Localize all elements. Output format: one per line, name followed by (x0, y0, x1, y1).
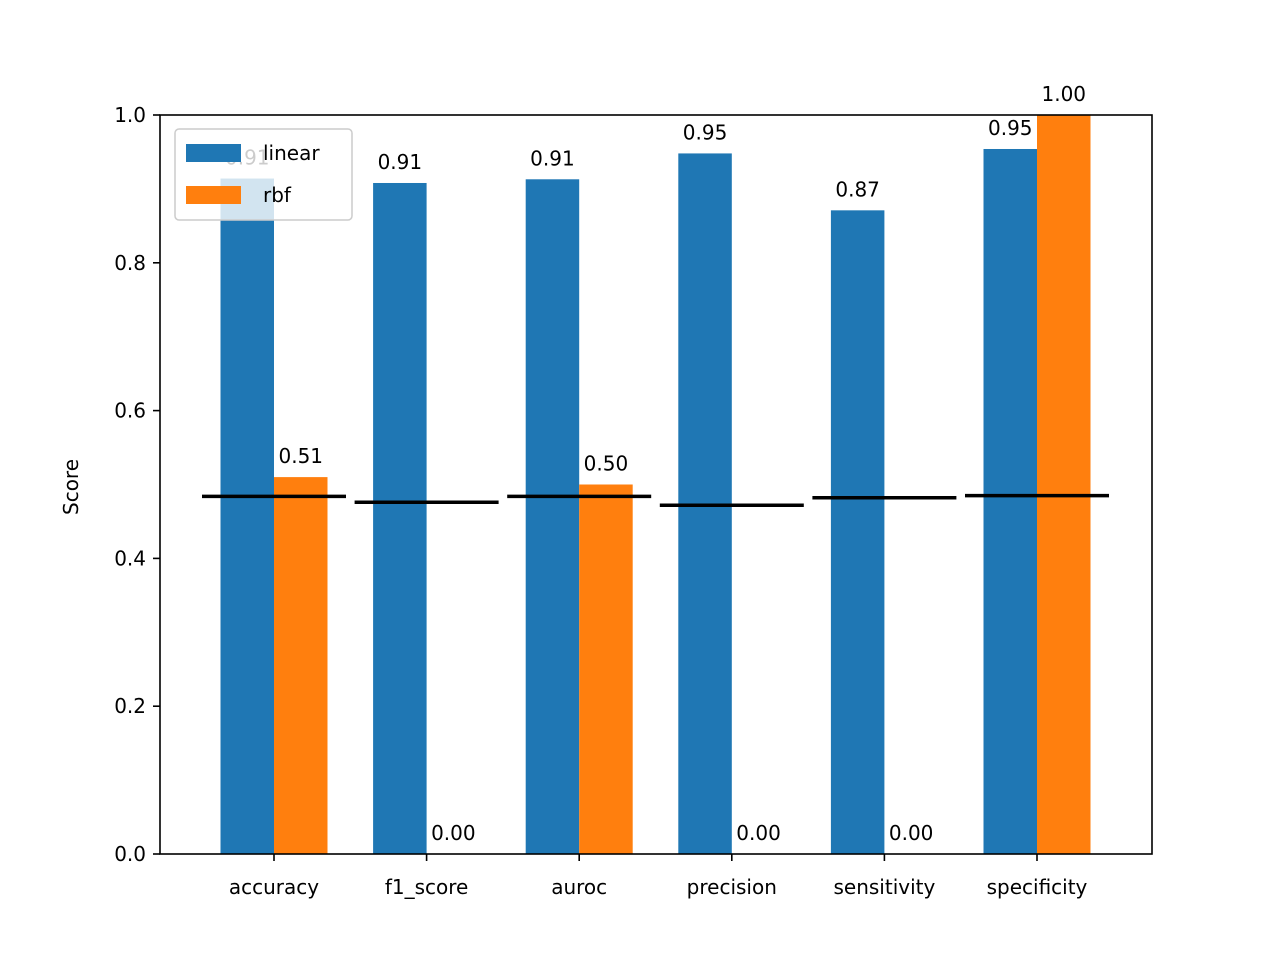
legend-label-linear: linear (263, 141, 320, 165)
legend-swatch-rbf (186, 186, 241, 204)
x-tick-label-accuracy: accuracy (229, 875, 319, 899)
y-axis-label: Score (59, 459, 83, 515)
y-tick-label: 0.0 (114, 842, 146, 866)
bar-rbf-accuracy (274, 477, 328, 854)
bar-linear-sensitivity (830, 210, 885, 854)
value-label-rbf-accuracy: 0.51 (278, 444, 323, 468)
plot-frame (159, 114, 1153, 855)
value-label-linear-specificity: 0.95 (988, 116, 1033, 140)
bar-rbf-specificity (1037, 115, 1091, 854)
x-tick-label-specificity: specificity (987, 875, 1088, 899)
bar-linear-f1_score (373, 182, 427, 854)
y-tick-label: 0.4 (114, 546, 146, 570)
legend-swatch-linear (186, 144, 241, 162)
y-tick-label: 0.2 (114, 694, 146, 718)
value-label-rbf-specificity: 1.00 (1041, 82, 1086, 106)
y-tick-label: 0.8 (114, 251, 146, 275)
bar-rbf-auroc (579, 484, 633, 854)
value-label-linear-sensitivity: 0.87 (835, 177, 880, 201)
x-tick-label-f1_score: f1_score (385, 875, 469, 899)
bars-layer (220, 115, 1091, 855)
value-label-rbf-sensitivity: 0.00 (889, 821, 934, 845)
x-tick-label-precision: precision (687, 875, 777, 899)
x-tick-label-auroc: auroc (551, 875, 607, 899)
axes-layer: 0.0 0.2 0.4 0.6 0.8 1.0 accuracy f1_score auroc p… (114, 103, 1153, 899)
baselines-layer (202, 493, 1109, 507)
x-tick-label-sensitivity: sensitivity (833, 875, 935, 899)
bar-linear-auroc (525, 179, 580, 855)
legend-label-rbf: rbf (263, 183, 292, 207)
bar-linear-specificity (983, 148, 1037, 854)
value-label-linear-precision: 0.95 (683, 120, 728, 144)
value-labels-layer: 0.910.910.910.950.870.950.510.000.500.00… (225, 82, 1086, 845)
legend: linear rbf (174, 128, 353, 221)
y-tick-label: 0.6 (114, 399, 146, 423)
y-tick-label: 1.0 (114, 103, 146, 127)
value-label-rbf-auroc: 0.50 (584, 452, 629, 476)
bar-linear-accuracy (220, 178, 274, 854)
value-label-linear-f1_score: 0.91 (378, 150, 423, 174)
value-label-rbf-precision: 0.00 (736, 821, 781, 845)
value-label-linear-auroc: 0.91 (530, 146, 575, 170)
value-label-rbf-f1_score: 0.00 (431, 821, 476, 845)
